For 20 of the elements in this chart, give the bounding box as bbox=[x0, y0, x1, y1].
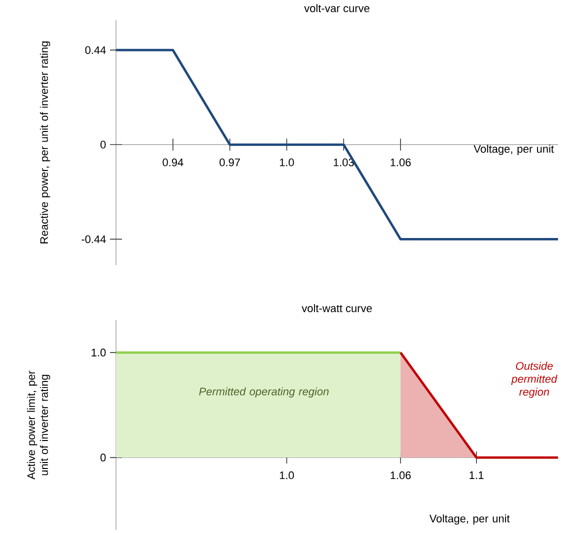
x-axis-title: Voltage, per unit bbox=[474, 144, 554, 155]
x-tick-label: 1.0 bbox=[280, 471, 294, 480]
x-tick-label: 0.97 bbox=[220, 158, 240, 166]
y-axis-title: Reactive power, per unit of inverter rating bbox=[40, 42, 50, 244]
y-tick-label: -0.44 bbox=[82, 235, 106, 244]
chart-title: volt-var curve bbox=[304, 4, 370, 12]
annotation: Outside permitted region bbox=[511, 362, 558, 398]
y-tick-label: 0.44 bbox=[85, 46, 106, 54]
x-axis-title: Voltage, per unit bbox=[429, 514, 510, 525]
x-tick-label: 1.0 bbox=[280, 158, 294, 166]
y-tick-label: 1.0 bbox=[92, 348, 106, 356]
y-axis-title: Active power limit, per unit of inverter rating bbox=[26, 370, 50, 480]
x-tick-label: 0.94 bbox=[162, 158, 184, 166]
x-tick-label: 1.06 bbox=[390, 471, 411, 480]
x-tick-label: 1.1 bbox=[470, 471, 484, 479]
chart-title: volt-watt curve bbox=[302, 304, 372, 312]
x-tick-label: 1.06 bbox=[390, 158, 411, 166]
annotation: Permitted operating region bbox=[199, 387, 329, 398]
y-tick-label: 0 bbox=[100, 454, 106, 462]
y-tick-label: 0 bbox=[100, 140, 106, 149]
